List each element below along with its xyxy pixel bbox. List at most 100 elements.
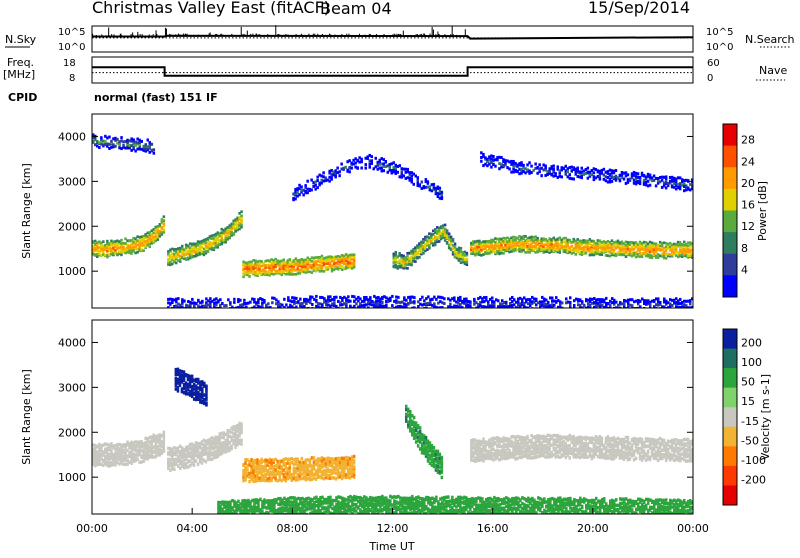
data-cell xyxy=(263,299,266,302)
data-cell xyxy=(240,210,243,213)
data-cell xyxy=(240,442,243,446)
data-cell xyxy=(299,298,302,301)
data-cell xyxy=(209,309,212,312)
data-cell xyxy=(553,304,556,307)
noise-tick-left-top: 10^5 xyxy=(58,27,85,38)
data-cell xyxy=(438,240,441,243)
data-cell xyxy=(441,469,444,473)
data-cell xyxy=(395,251,398,254)
data-cell xyxy=(353,263,356,266)
data-cell xyxy=(522,164,525,167)
data-cell xyxy=(163,225,166,228)
y-tick-label: 4000 xyxy=(58,130,86,143)
data-cell xyxy=(233,309,236,312)
freq-tick-top: 18 xyxy=(63,58,76,69)
data-cell xyxy=(623,303,626,306)
data-cell xyxy=(443,297,446,300)
data-cell xyxy=(240,223,243,226)
data-cell xyxy=(399,164,402,167)
data-cell xyxy=(581,167,584,170)
data-cell xyxy=(237,309,240,312)
data-cell xyxy=(229,308,232,311)
data-cell xyxy=(639,182,642,185)
data-cell xyxy=(427,295,430,298)
data-cell xyxy=(239,308,242,311)
data-cell xyxy=(665,308,668,311)
data-cell xyxy=(563,308,566,311)
data-cell xyxy=(494,165,497,168)
data-cell xyxy=(201,300,204,303)
data-cell xyxy=(561,301,564,304)
data-cell xyxy=(446,229,449,232)
data-cell xyxy=(405,299,408,302)
data-cell xyxy=(689,309,692,312)
data-cell xyxy=(417,179,420,182)
data-cell xyxy=(629,309,632,312)
data-cell xyxy=(452,238,455,241)
data-cell xyxy=(414,260,417,263)
data-cell xyxy=(297,458,300,462)
data-cell xyxy=(147,139,150,142)
data-cell xyxy=(513,303,516,306)
data-cell xyxy=(142,249,145,252)
data-cell xyxy=(561,175,564,178)
data-cell xyxy=(625,309,628,312)
data-cell xyxy=(406,267,409,270)
data-cell xyxy=(413,416,416,420)
data-cell xyxy=(114,145,117,148)
data-cell xyxy=(502,252,505,255)
data-cell xyxy=(547,301,550,304)
data-cell xyxy=(225,304,228,307)
data-cell xyxy=(443,302,446,305)
freq-label-2: [MHz] xyxy=(3,68,35,81)
data-cell xyxy=(383,169,386,172)
data-cell xyxy=(329,295,332,298)
data-cell xyxy=(439,453,442,457)
data-cell xyxy=(240,218,243,221)
data-cell xyxy=(353,470,356,474)
data-cell xyxy=(248,275,251,278)
data-cell xyxy=(466,252,469,255)
data-cell xyxy=(520,161,523,164)
data-cell xyxy=(385,160,388,163)
data-cell xyxy=(163,223,166,226)
data-cell xyxy=(163,440,166,444)
data-cell xyxy=(233,301,236,304)
power-ylabel: Slant Range [km] xyxy=(20,163,33,259)
data-cell xyxy=(225,241,228,244)
y-tick-label: 2000 xyxy=(58,220,86,233)
data-cell xyxy=(544,165,547,168)
data-cell xyxy=(120,254,123,257)
data-cell xyxy=(454,245,457,248)
data-cell xyxy=(267,302,270,305)
data-cell xyxy=(353,266,356,269)
data-cell xyxy=(538,163,541,166)
data-cell xyxy=(665,175,668,178)
data-cell xyxy=(493,308,496,311)
data-cell xyxy=(153,148,156,151)
data-cell xyxy=(246,468,249,472)
data-cell xyxy=(419,430,422,434)
data-cell xyxy=(353,459,356,463)
data-cell xyxy=(304,184,307,187)
nave-label: Nave xyxy=(759,64,787,77)
beam-label: Beam 04 xyxy=(320,0,392,18)
data-cell xyxy=(257,301,260,304)
data-cell xyxy=(469,305,472,308)
data-cell xyxy=(171,309,174,312)
data-cell xyxy=(577,167,580,170)
y-tick-label: 3000 xyxy=(58,175,86,188)
noise-tick-left-bottom: 10^0 xyxy=(58,42,85,53)
data-cell xyxy=(603,308,606,311)
data-cell xyxy=(575,253,578,256)
data-cell xyxy=(322,171,325,174)
data-cell xyxy=(193,309,196,312)
data-cell xyxy=(187,309,190,312)
data-cell xyxy=(205,395,208,399)
data-cell xyxy=(249,301,252,304)
data-cell xyxy=(623,178,626,181)
data-cell xyxy=(240,226,243,229)
data-cell xyxy=(365,167,368,170)
data-cell xyxy=(441,461,444,465)
